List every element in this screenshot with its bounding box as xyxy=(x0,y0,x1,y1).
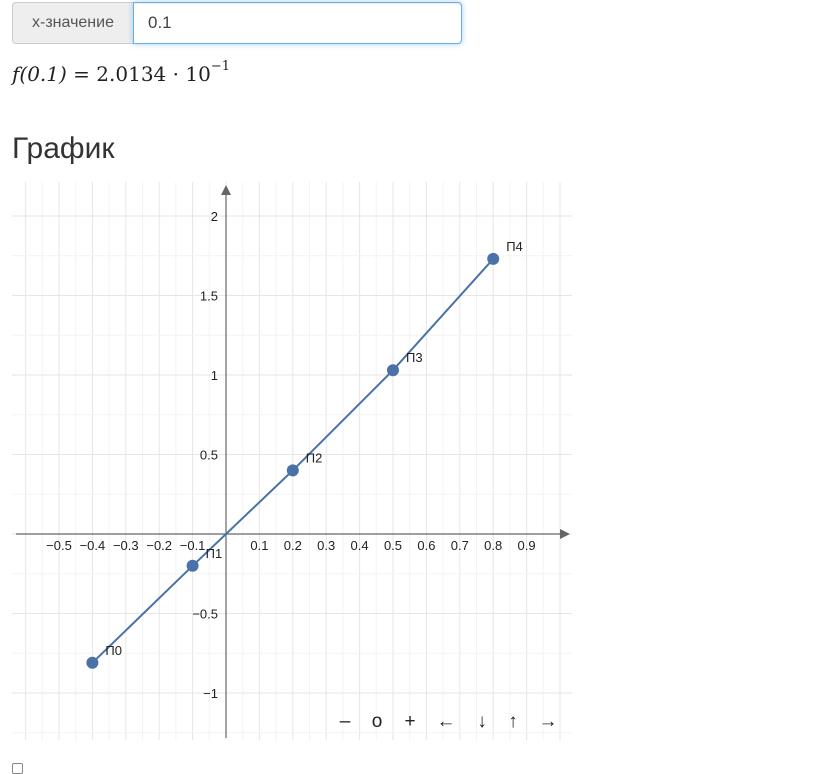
zoom-in-button[interactable]: + xyxy=(404,711,416,732)
formula-mantissa: 2.0134 · 10 xyxy=(96,62,211,86)
x-tick-label: 0.3 xyxy=(317,538,335,553)
pan-left-button[interactable]: ← xyxy=(436,711,456,732)
y-tick-label: −1 xyxy=(203,686,218,701)
x-axis-arrow xyxy=(560,529,570,539)
function-value-formula: f(0.1) = 2.0134 · 10−1 xyxy=(12,59,230,86)
point-label: П0 xyxy=(105,643,122,658)
pan-down-button[interactable]: ↓ xyxy=(477,711,487,732)
data-point xyxy=(387,364,399,377)
point-label: П1 xyxy=(206,546,223,561)
x-value-input[interactable] xyxy=(133,2,462,44)
point-label: П4 xyxy=(506,239,523,254)
x-value-input-group: x-значение xyxy=(12,2,462,44)
pan-right-button[interactable]: → xyxy=(538,711,558,732)
data-point xyxy=(487,252,500,265)
x-tick-label: 0.2 xyxy=(284,538,302,553)
x-tick-label: 0.5 xyxy=(384,538,402,553)
x-tick-label: 0.7 xyxy=(451,538,469,553)
x-tick-label: −0.2 xyxy=(146,538,172,553)
point-label: П2 xyxy=(306,450,323,465)
data-point xyxy=(286,464,299,477)
zoom-out-button[interactable]: – xyxy=(339,711,351,732)
x-tick-label: −0.1 xyxy=(180,538,206,553)
formula-exponent: −1 xyxy=(210,59,230,75)
x-tick-label: 0.8 xyxy=(484,538,502,553)
x-tick-label: −0.4 xyxy=(80,538,106,553)
point-label: П3 xyxy=(406,350,423,365)
y-tick-label: −0.5 xyxy=(192,607,218,622)
x-tick-label: 0.4 xyxy=(351,538,369,553)
y-tick-label: 1 xyxy=(211,368,218,383)
x-tick-label: 0.1 xyxy=(250,538,268,553)
data-point xyxy=(86,656,99,669)
y-tick-label: 1.5 xyxy=(200,289,218,304)
x-tick-label: −0.3 xyxy=(113,538,139,553)
y-axis-arrow xyxy=(221,185,231,195)
pan-up-button[interactable]: ↑ xyxy=(508,711,518,732)
x-tick-label: 0.6 xyxy=(417,538,435,553)
y-tick-label: 2 xyxy=(211,209,218,224)
x-tick-label: 0.9 xyxy=(518,538,536,553)
options-checkbox[interactable] xyxy=(12,763,23,774)
reset-view-button[interactable]: o xyxy=(371,711,383,732)
data-point xyxy=(186,559,199,572)
chart-heading: График xyxy=(12,132,115,165)
y-tick-label: 0.5 xyxy=(200,448,218,463)
formula-lhs: f(0.1) = xyxy=(12,62,97,86)
x-value-label: x-значение xyxy=(12,2,133,44)
x-tick-label: −0.5 xyxy=(46,538,72,553)
